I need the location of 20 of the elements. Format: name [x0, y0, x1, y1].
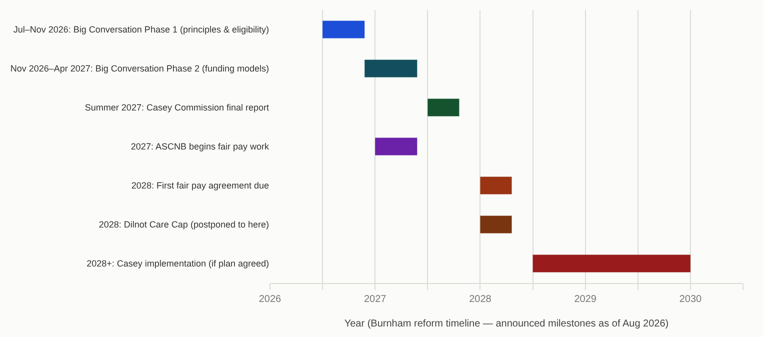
bar: [532, 254, 690, 272]
bar: [480, 216, 512, 234]
bar: [480, 176, 512, 194]
bar: [375, 138, 418, 156]
bar: [322, 20, 365, 38]
y-tick-label: Summer 2027: Casey Commission final report: [84, 102, 270, 113]
y-tick-label: 2028+: Casey implementation (if plan agreed): [86, 258, 269, 269]
x-tick-label: 2029: [574, 294, 597, 305]
x-tick-label: 2027: [364, 294, 387, 305]
bar: [428, 98, 460, 116]
bar: [364, 60, 418, 78]
y-tick-label: 2028: Dilnot Care Cap (postponed to here): [98, 220, 269, 230]
x-tick-label: 2030: [679, 294, 702, 305]
x-axis-title: Year (Burnham reform timeline — announced milestones as of Aug 2026): [344, 318, 669, 330]
x-tick-label: 2026: [258, 294, 282, 305]
x-tick-label: 2028: [469, 294, 492, 305]
y-tick-label: 2028: First fair pay agreement due: [131, 180, 269, 191]
y-tick-label: Nov 2026–Apr 2027: Big Conversation Phase 2 (funding models): [10, 64, 269, 74]
y-tick-label: Jul–Nov 2026: Big Conversation Phase 1 (principles & eligibility): [13, 24, 269, 35]
y-tick-label: 2027: ASCNB begins fair pay work: [130, 142, 270, 152]
